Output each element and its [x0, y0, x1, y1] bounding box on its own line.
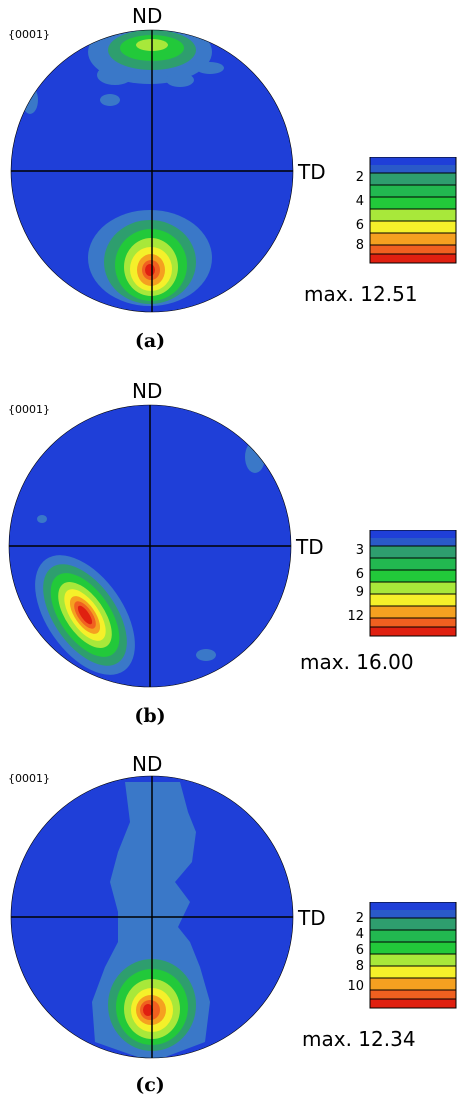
legend-tick: 10 [347, 979, 364, 994]
color-legend: 2 4 6 8 10 [340, 901, 458, 1016]
legend-bar [369, 156, 457, 264]
legend-tick: 4 [355, 194, 364, 209]
panel-caption: (c) [135, 1074, 165, 1096]
legend-tick: 8 [355, 238, 364, 253]
legend-tick: 2 [355, 170, 364, 185]
pole-figure-panel-b: {0001} ND TD [0, 375, 458, 735]
nd-axis-label: ND [132, 379, 163, 403]
nd-axis-label: ND [132, 4, 163, 28]
pole-figure-panel-a: {0001} ND TD [0, 0, 458, 360]
legend-tick: 8 [355, 959, 364, 974]
legend-tick: 3 [355, 543, 364, 558]
td-axis-label: TD [298, 906, 326, 930]
pole-figure-c [10, 775, 294, 1059]
pole-figure-panel-c: {0001} ND TD [0, 752, 458, 1105]
td-axis-label: TD [296, 535, 324, 559]
plane-label: {0001} [8, 772, 50, 785]
plane-label: {0001} [8, 403, 50, 416]
max-value-label: max. 12.34 [302, 1027, 416, 1051]
max-value-label: max. 16.00 [300, 650, 414, 674]
legend-tick: 12 [347, 609, 364, 624]
nd-axis-label: ND [132, 752, 163, 776]
legend-tick: 9 [355, 585, 364, 600]
legend-tick: 6 [355, 218, 364, 233]
panel-caption: (b) [134, 705, 166, 727]
pole-figure-a [10, 29, 294, 313]
legend-bar [369, 901, 457, 1009]
color-legend: 2 4 6 8 [340, 156, 458, 271]
color-legend: 3 6 9 12 [340, 529, 458, 644]
panel-caption: (a) [134, 330, 166, 352]
td-axis-label: TD [298, 160, 326, 184]
plane-label: {0001} [8, 28, 50, 41]
legend-bar [369, 529, 457, 637]
legend-tick: 2 [355, 911, 364, 926]
max-value-label: max. 12.51 [304, 282, 418, 306]
legend-tick: 6 [355, 943, 364, 958]
legend-tick: 4 [355, 927, 364, 942]
pole-figure-b [8, 404, 292, 688]
legend-tick: 6 [355, 567, 364, 582]
